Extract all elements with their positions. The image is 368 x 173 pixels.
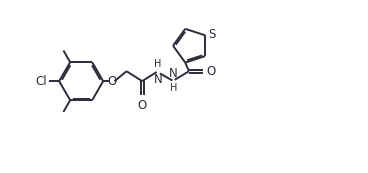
Text: H: H: [154, 59, 162, 69]
Text: H: H: [170, 83, 177, 93]
Text: N: N: [169, 67, 178, 80]
Text: N: N: [153, 73, 162, 86]
Text: O: O: [107, 75, 116, 88]
Text: S: S: [209, 28, 216, 41]
Text: Cl: Cl: [35, 75, 47, 88]
Text: O: O: [206, 65, 215, 78]
Text: O: O: [138, 99, 147, 112]
